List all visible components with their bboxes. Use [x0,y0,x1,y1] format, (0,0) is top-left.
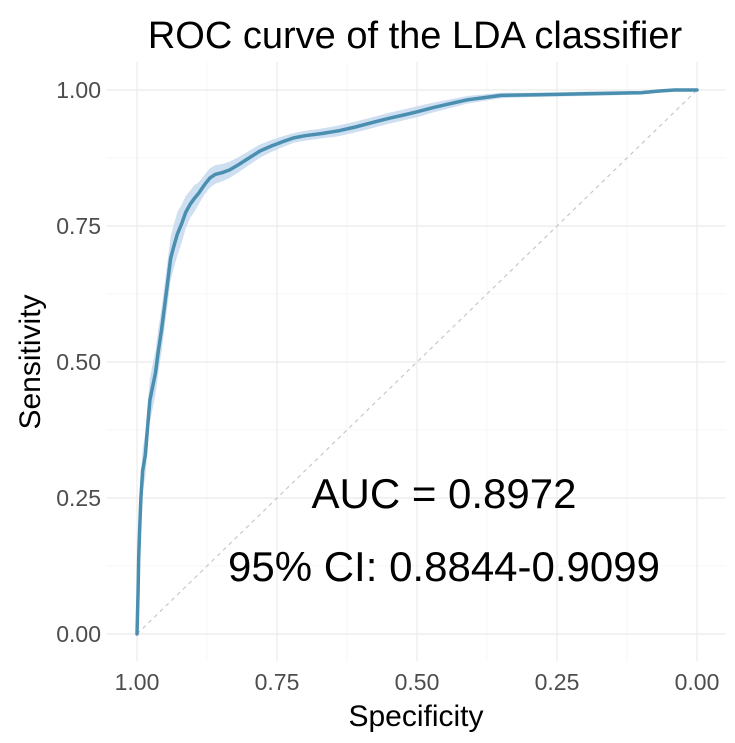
x-tick-label: 0.25 [535,669,580,695]
roc-curve-line [135,88,699,636]
y-axis-ticks: 0.00 0.25 0.50 0.75 1.00 [56,77,101,647]
y-axis-title: Sensitivity [14,294,47,429]
chance-diagonal [136,89,698,635]
y-tick-label: 0.75 [56,213,101,239]
chart-title: ROC curve of the LDA classifier [148,15,683,57]
plot-panel [107,62,726,661]
y-tick-label: 0.25 [56,485,101,511]
ci-annotation: 95% CI: 0.8844-0.9099 [228,543,660,590]
x-tick-label: 0.75 [255,669,300,695]
auc-annotation: AUC = 0.8972 [311,470,576,517]
y-tick-label: 0.50 [56,349,101,375]
x-tick-label: 0.00 [675,669,720,695]
x-axis-ticks: 1.00 0.75 0.50 0.25 0.00 [115,669,720,695]
x-tick-label: 1.00 [115,669,160,695]
x-axis-title: Specificity [348,700,483,733]
major-gridlines [107,62,726,661]
x-tick-label: 0.50 [395,669,440,695]
y-tick-label: 0.00 [56,621,101,647]
y-tick-label: 1.00 [56,77,101,103]
